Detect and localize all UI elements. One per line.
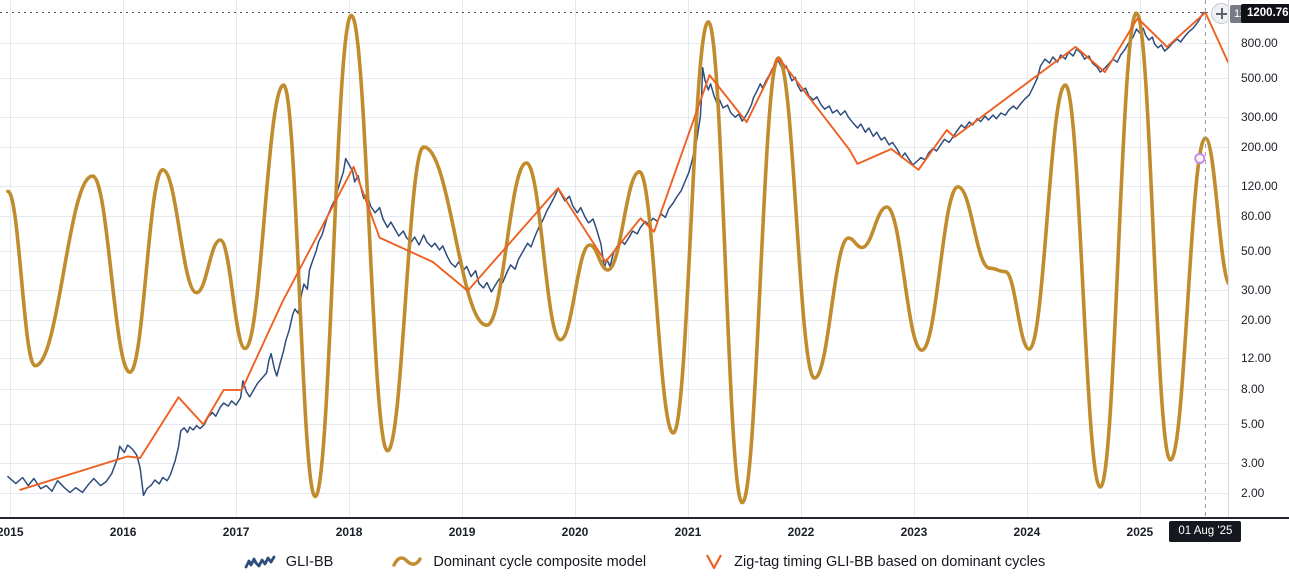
legend-item-zigzag: Zig-tag timing GLI-BB based on dominant … bbox=[704, 553, 1045, 571]
price-axis[interactable]: 800.00 500.00 300.00 200.00 120.00 80.00 50.00… bbox=[1228, 0, 1289, 517]
chart-canvas bbox=[0, 0, 1228, 517]
time-tick-label: 2023 bbox=[900, 525, 928, 539]
price-tick-label: 30.00 bbox=[1241, 282, 1272, 297]
crosshair-date-badge: 01 Aug '25 bbox=[1169, 521, 1242, 542]
chart-legend: GLI-BB Dominant cycle composite model Zi… bbox=[0, 545, 1289, 579]
time-tick-label: 2019 bbox=[448, 525, 476, 539]
price-tick-label: 120.00 bbox=[1241, 178, 1278, 193]
series-group bbox=[6, 11, 1228, 505]
time-tick-label: 2016 bbox=[109, 525, 137, 539]
time-tick-label: 2015 bbox=[0, 525, 24, 539]
time-tick-label: 2017 bbox=[222, 525, 250, 539]
time-tick-label: 2024 bbox=[1013, 525, 1041, 539]
gli-bb-line-icon bbox=[244, 555, 276, 569]
time-tick-label: 2022 bbox=[787, 525, 815, 539]
time-tick-label: 2025 bbox=[1126, 525, 1154, 539]
last-price-chip: 1200.76 bbox=[1241, 4, 1289, 24]
legend-label: Zig-tag timing GLI-BB based on dominant … bbox=[734, 554, 1046, 570]
price-tick-label: 2.00 bbox=[1241, 486, 1265, 501]
price-tick-label: 20.00 bbox=[1241, 313, 1272, 328]
price-tick-label: 8.00 bbox=[1241, 381, 1265, 396]
price-tick-label: 12.00 bbox=[1241, 351, 1272, 366]
price-tick-label: 3.00 bbox=[1241, 455, 1265, 470]
legend-item-dominant-cycle: Dominant cycle composite model bbox=[391, 553, 646, 571]
price-tick-label: 200.00 bbox=[1241, 140, 1278, 155]
cycle-wave-icon bbox=[392, 556, 423, 567]
legend-label: Dominant cycle composite model bbox=[433, 554, 647, 570]
legend-label: GLI-BB bbox=[285, 554, 334, 570]
cycle-peak-marker[interactable] bbox=[1194, 152, 1206, 164]
time-tick-label: 2020 bbox=[561, 525, 589, 539]
plot-area[interactable] bbox=[0, 0, 1228, 517]
price-tick-label: 800.00 bbox=[1241, 36, 1278, 50]
series-line-1 bbox=[6, 11, 1228, 505]
plus-button[interactable] bbox=[1211, 3, 1232, 24]
time-tick-label: 2018 bbox=[335, 525, 363, 539]
zigzag-v-icon bbox=[706, 554, 723, 570]
price-tick-label: 50.00 bbox=[1241, 244, 1272, 259]
price-tick-label: 300.00 bbox=[1241, 109, 1278, 124]
time-tick-label: 2021 bbox=[674, 525, 702, 539]
price-tick-label: 80.00 bbox=[1241, 208, 1272, 223]
price-tick-label: 5.00 bbox=[1241, 417, 1265, 432]
legend-item-gli-bb: GLI-BB bbox=[244, 553, 334, 571]
time-axis[interactable]: 01 Aug '25 2015 2016 2017 2018 2019 2020 2021 2… bbox=[0, 517, 1289, 545]
price-tick-label: 500.00 bbox=[1241, 71, 1278, 86]
series-line-2 bbox=[19, 11, 1228, 491]
